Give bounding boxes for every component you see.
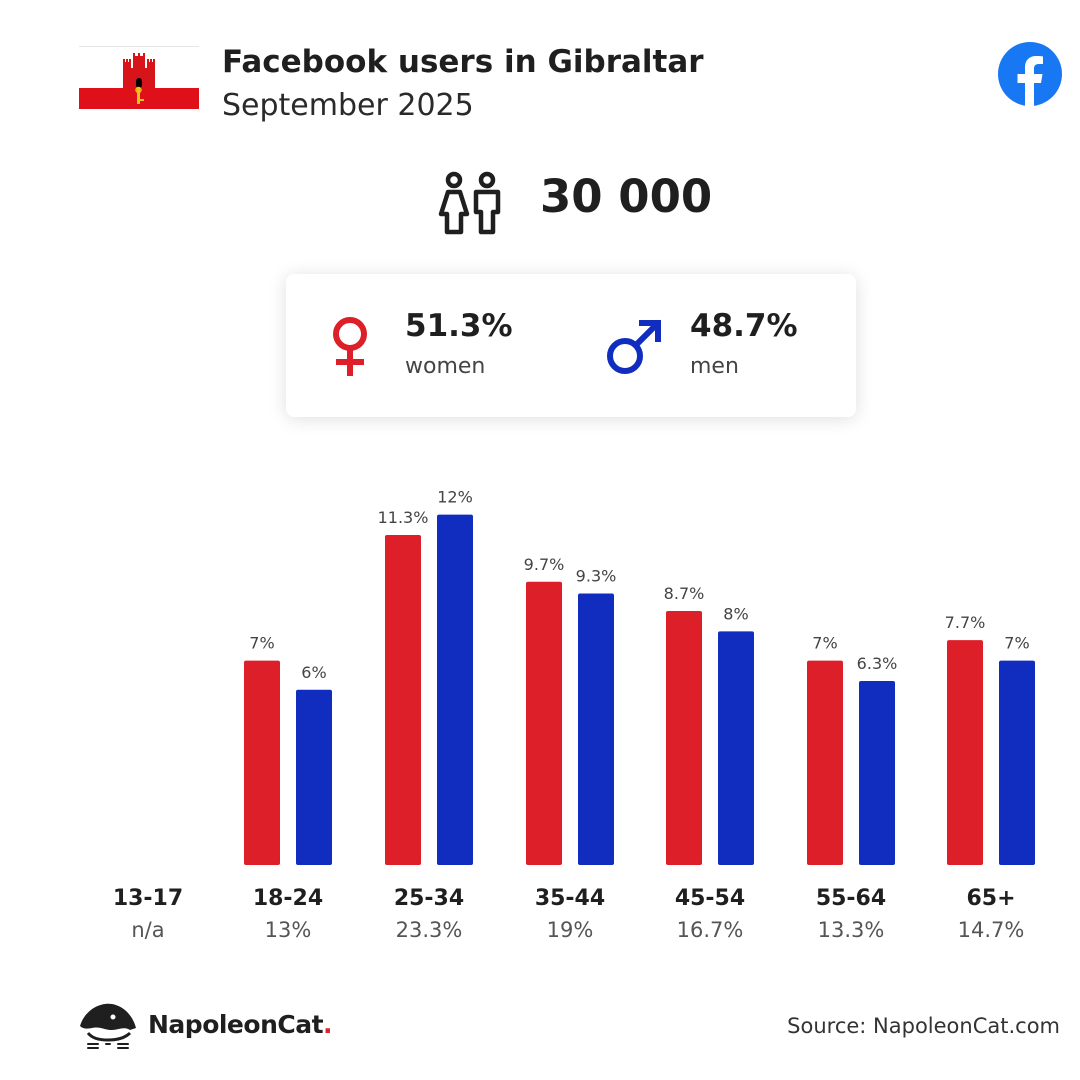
men-bar-45-54 (718, 631, 754, 865)
women-bar-65+ (947, 640, 983, 865)
age-group-label-55-64: 55-64 (816, 886, 886, 911)
men-bar-65+ (999, 660, 1035, 865)
female-icon (333, 317, 367, 376)
men-value-label-25-34: 12% (437, 488, 473, 507)
age-group-total-25-34: 23.3% (396, 918, 463, 942)
women-bar-18-24 (244, 660, 280, 865)
age-group-label-45-54: 45-54 (675, 886, 745, 911)
men-label: men (690, 354, 739, 379)
men-bar-55-64 (859, 681, 895, 865)
men-value-label-45-54: 8% (723, 604, 748, 623)
age-group-total-18-24: 13% (265, 918, 312, 942)
facebook-icon (998, 42, 1062, 106)
age-gender-bar-chart: 13-17 n/a 7% 6% 18-24 13% 11.3% 12% 25-34 23.3% 9.… (113, 488, 1035, 942)
age-group-total-65+: 14.7% (958, 918, 1025, 942)
total-users-value: 30 000 (540, 170, 713, 223)
men-bar-25-34 (437, 514, 473, 865)
age-group-label-25-34: 25-34 (394, 886, 464, 911)
men-percentage: 48.7% (690, 308, 798, 344)
age-group-total-55-64: 13.3% (818, 918, 885, 942)
page-subtitle: September 2025 (222, 88, 474, 123)
brand-name: NapoleonCat. (148, 1010, 333, 1039)
age-group-label-65+: 65+ (966, 886, 1015, 911)
age-group-total-13-17: n/a (131, 918, 164, 942)
women-bar-45-54 (666, 610, 702, 865)
men-value-label-18-24: 6% (301, 663, 326, 682)
age-group-label-18-24: 18-24 (253, 886, 323, 911)
source-text: Source: NapoleonCat.com (787, 1014, 1060, 1038)
men-value-label-65+: 7% (1004, 634, 1029, 653)
age-group-total-45-54: 16.7% (677, 918, 744, 942)
age-group-label-35-44: 35-44 (535, 886, 605, 911)
page-title: Facebook users in Gibraltar (222, 44, 704, 80)
men-bar-18-24 (296, 689, 332, 865)
gender-split-card (286, 274, 856, 417)
women-value-label-18-24: 7% (249, 634, 274, 653)
men-value-label-55-64: 6.3% (857, 654, 898, 673)
women-label: women (405, 354, 486, 379)
age-group-label-13-17: 13-17 (113, 886, 183, 911)
brand-text: NapoleonCat (148, 1010, 324, 1039)
brand-dot: . (323, 1010, 333, 1039)
women-value-label-35-44: 9.7% (524, 555, 565, 574)
women-bar-25-34 (385, 535, 421, 865)
gibraltar-flag-icon (79, 46, 199, 109)
users-icon (438, 171, 501, 235)
women-bar-55-64 (807, 660, 843, 865)
age-group-total-35-44: 19% (547, 918, 594, 942)
women-percentage: 51.3% (405, 308, 513, 344)
women-bar-35-44 (526, 581, 562, 865)
women-value-label-65+: 7.7% (945, 613, 986, 632)
women-value-label-45-54: 8.7% (664, 584, 705, 603)
women-value-label-25-34: 11.3% (378, 508, 429, 527)
men-value-label-35-44: 9.3% (576, 566, 617, 585)
women-value-label-55-64: 7% (812, 634, 837, 653)
napoleoncat-logo-icon (80, 1003, 136, 1049)
male-icon (607, 319, 662, 374)
men-bar-35-44 (578, 593, 614, 865)
